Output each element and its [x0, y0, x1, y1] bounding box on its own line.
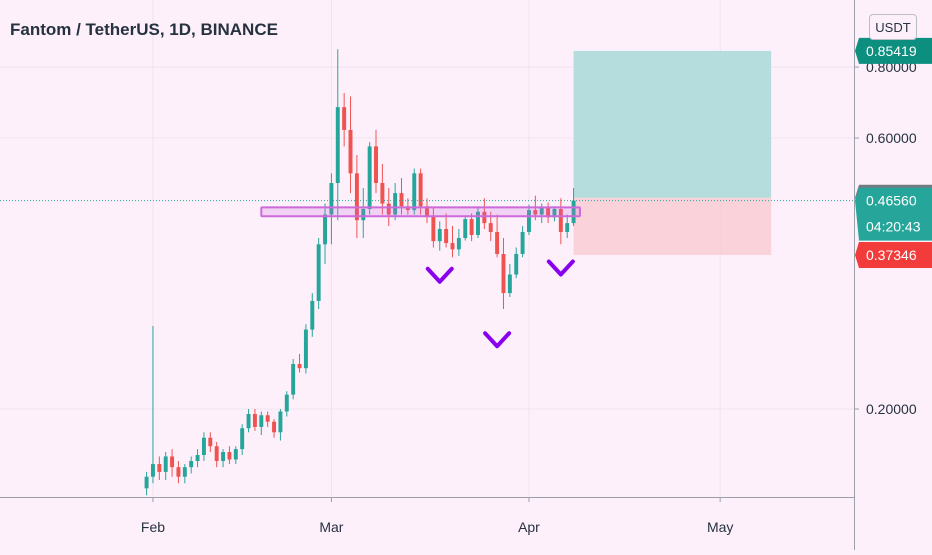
candle-body [552, 208, 557, 218]
position-zones [573, 50, 772, 255]
candle-body [195, 454, 200, 461]
support-zone [260, 206, 581, 218]
check-marker [425, 266, 454, 284]
candle-body [284, 394, 289, 412]
candle-body [150, 464, 155, 477]
candle-body [476, 211, 480, 235]
candle-body [558, 208, 563, 232]
price-tag-stop: 0.37346 [855, 241, 932, 268]
candle-body [367, 146, 372, 209]
candle-body [546, 207, 551, 218]
candle-body [437, 228, 442, 242]
price-tag-label: 0.85419 [866, 43, 917, 59]
candle-body [233, 449, 238, 460]
y-tick-label: 0.20000 [866, 401, 917, 417]
candle-body [374, 146, 378, 184]
candle-body [456, 238, 461, 250]
candle-body [348, 129, 353, 174]
candle-body [163, 456, 168, 472]
candle-body [526, 210, 531, 232]
candle-body [323, 214, 328, 245]
candle-body [425, 206, 429, 216]
candle-body [189, 460, 194, 468]
candle-body [393, 193, 398, 215]
candle-body [157, 464, 162, 472]
chart-title: Fantom / TetherUS, 1D, BINANCE [10, 20, 278, 39]
candle-body [565, 223, 570, 232]
candle-body [227, 452, 232, 460]
currency-button[interactable]: USDT [869, 14, 917, 40]
candle-body [208, 437, 213, 447]
candle-body [386, 203, 391, 215]
check-marker [483, 331, 512, 349]
candle-body [469, 219, 474, 235]
loss-zone [573, 197, 772, 255]
candle-body [201, 437, 206, 455]
candle-body [310, 300, 315, 330]
check-marker [546, 259, 575, 277]
candle-body [444, 228, 449, 244]
current-price-label: 0.46560 [866, 193, 917, 209]
candle-body [533, 210, 538, 215]
candle-body [240, 428, 245, 450]
candle-body [507, 274, 512, 294]
y-tick-label: 0.60000 [866, 130, 917, 146]
candle-body [278, 411, 283, 433]
candle-body [170, 456, 175, 468]
candle-body [571, 200, 576, 224]
candle-body [514, 253, 519, 275]
candle-body [495, 231, 500, 254]
candle-body [182, 467, 187, 477]
price-tag-bg [855, 37, 932, 64]
x-tick-label: Mar [319, 519, 343, 535]
x-tick-label: Apr [518, 519, 540, 535]
candle-body [488, 223, 493, 232]
drawings [0, 200, 854, 349]
candle-body [354, 173, 359, 221]
x-tick-label: Feb [141, 519, 165, 535]
candle-body [431, 215, 436, 242]
candle-body [539, 207, 544, 215]
candle-body [316, 244, 321, 301]
candle-body [221, 452, 226, 461]
candle-body [463, 219, 468, 239]
candles [144, 49, 576, 496]
candle-body [265, 415, 270, 422]
candle-body [482, 211, 487, 224]
price-tag-bg [855, 187, 932, 241]
candle-body [412, 173, 417, 211]
candle-body [342, 107, 347, 130]
candle-body [361, 208, 366, 221]
candle-body [214, 446, 219, 461]
candle-body [335, 107, 340, 184]
candle-body [246, 414, 251, 429]
price-tag-target: 0.85419 [855, 37, 932, 64]
candle-body [450, 243, 455, 250]
candle-body [329, 183, 334, 215]
candle-body [291, 364, 296, 395]
candle-body [272, 421, 277, 433]
price-tag-bg [855, 241, 932, 268]
candle-body [144, 476, 149, 489]
candle-body [501, 253, 506, 294]
candle-body [176, 467, 181, 477]
countdown-label: 04:20:43 [866, 219, 921, 235]
candle-body [303, 329, 308, 369]
candle-body [297, 364, 302, 369]
candle-body [252, 414, 257, 427]
candle-body [520, 231, 525, 254]
profit-zone [573, 50, 772, 198]
candle-body [259, 415, 264, 427]
price-tag-current: 0.46560 04:20:43 [855, 187, 932, 241]
candle-body [418, 173, 423, 207]
candle-body [380, 183, 385, 204]
candle-body [399, 193, 404, 207]
x-tick-label: May [707, 519, 733, 535]
price-tag-label: 0.37346 [866, 247, 917, 263]
